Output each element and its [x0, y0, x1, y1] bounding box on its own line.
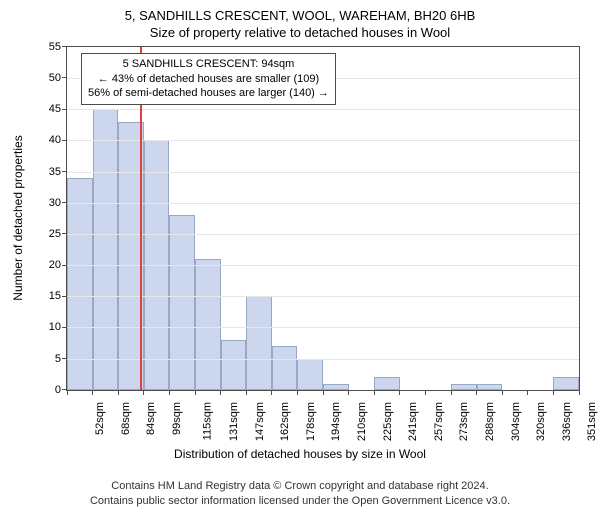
y-tick-mark	[62, 265, 67, 266]
x-tick-label: 68sqm	[120, 402, 132, 435]
annotation-box: 5 SANDHILLS CRESCENT: 94sqm ← 43% of det…	[81, 53, 336, 106]
y-tick-mark	[62, 109, 67, 110]
y-tick-label: 10	[49, 321, 61, 333]
x-tick-mark	[451, 390, 452, 395]
x-tick-mark	[195, 390, 196, 395]
footer-line-2: Contains public sector information licen…	[10, 494, 590, 508]
x-tick-mark	[67, 390, 68, 395]
y-tick-label: 30	[49, 197, 61, 209]
bar	[169, 215, 195, 390]
y-tick-mark	[62, 233, 67, 234]
x-tick-label: 257sqm	[433, 402, 445, 441]
y-tick-mark	[62, 140, 67, 141]
y-tick-label: 40	[49, 134, 61, 146]
x-axis-label: Distribution of detached houses by size …	[10, 447, 590, 461]
bar	[374, 377, 400, 389]
bar	[297, 359, 323, 390]
x-tick-label: 241sqm	[407, 402, 419, 441]
chart-subtitle: Size of property relative to detached ho…	[10, 25, 590, 42]
x-tick-label: 99sqm	[171, 402, 183, 435]
x-tick-mark	[323, 390, 324, 395]
gridline	[67, 234, 579, 235]
x-tick-mark	[553, 390, 554, 395]
gridline	[67, 327, 579, 328]
annotation-line-2: ← 43% of detached houses are smaller (10…	[88, 72, 329, 87]
chart-container: 5, SANDHILLS CRESCENT, WOOL, WAREHAM, BH…	[0, 0, 600, 500]
y-tick-label: 0	[55, 384, 61, 396]
x-tick-label: 225sqm	[382, 402, 394, 441]
y-tick-label: 25	[49, 228, 61, 240]
chart-box: 5 SANDHILLS CRESCENT: 94sqm ← 43% of det…	[66, 46, 580, 391]
x-tick-label: 273sqm	[459, 402, 471, 441]
gridline	[67, 140, 579, 141]
gridline	[67, 172, 579, 173]
gridline	[67, 265, 579, 266]
x-tick-label: 336sqm	[561, 402, 573, 441]
y-tick-mark	[62, 46, 67, 47]
plot-area: Number of detached properties 5 SANDHILL…	[66, 46, 580, 391]
x-tick-mark	[92, 390, 93, 395]
x-tick-label: 147sqm	[254, 402, 266, 441]
bar	[553, 377, 579, 389]
x-tick-mark	[374, 390, 375, 395]
bar	[272, 346, 298, 390]
y-tick-mark	[62, 77, 67, 78]
bar	[323, 384, 349, 390]
bar	[246, 296, 272, 390]
x-tick-label: 320sqm	[535, 402, 547, 441]
gridline	[67, 109, 579, 110]
annotation-line-1: 5 SANDHILLS CRESCENT: 94sqm	[88, 57, 329, 72]
x-tick-mark	[527, 390, 528, 395]
y-tick-label: 5	[55, 353, 61, 365]
footer: Contains HM Land Registry data © Crown c…	[10, 479, 590, 508]
footer-line-1: Contains HM Land Registry data © Crown c…	[10, 479, 590, 494]
x-tick-label: 115sqm	[202, 402, 214, 440]
x-tick-mark	[246, 390, 247, 395]
x-tick-mark	[271, 390, 272, 395]
x-tick-mark	[399, 390, 400, 395]
x-tick-label: 52sqm	[94, 402, 106, 435]
gridline	[67, 296, 579, 297]
y-axis-label: Number of detached properties	[11, 136, 25, 301]
y-tick-label: 55	[49, 41, 61, 53]
chart-title: 5, SANDHILLS CRESCENT, WOOL, WAREHAM, BH…	[10, 8, 590, 25]
x-tick-mark	[169, 390, 170, 395]
x-tick-label: 304sqm	[510, 402, 522, 441]
x-tick-mark	[143, 390, 144, 395]
bar	[477, 384, 503, 390]
y-tick-mark	[62, 296, 67, 297]
x-tick-mark	[220, 390, 221, 395]
x-tick-label: 288sqm	[484, 402, 496, 441]
x-tick-label: 351sqm	[587, 402, 599, 441]
bar	[451, 384, 477, 390]
gridline	[67, 203, 579, 204]
bar	[93, 109, 119, 390]
y-tick-mark	[62, 202, 67, 203]
y-tick-label: 45	[49, 103, 61, 115]
x-tick-label: 210sqm	[356, 402, 368, 441]
y-tick-mark	[62, 327, 67, 328]
annotation-line-3: 56% of semi-detached houses are larger (…	[88, 86, 329, 101]
y-tick-label: 15	[49, 290, 61, 302]
x-tick-mark	[118, 390, 119, 395]
x-tick-label: 84sqm	[145, 402, 157, 435]
x-tick-mark	[579, 390, 580, 395]
x-tick-mark	[297, 390, 298, 395]
x-tick-label: 162sqm	[279, 402, 291, 441]
x-tick-label: 131sqm	[228, 402, 240, 441]
y-tick-mark	[62, 171, 67, 172]
x-tick-mark	[502, 390, 503, 395]
x-tick-mark	[348, 390, 349, 395]
y-tick-label: 20	[49, 259, 61, 271]
bar	[221, 340, 247, 390]
gridline	[67, 359, 579, 360]
x-tick-label: 194sqm	[331, 402, 343, 441]
y-tick-label: 35	[49, 166, 61, 178]
x-tick-label: 178sqm	[305, 402, 317, 441]
x-tick-mark	[425, 390, 426, 395]
y-tick-label: 50	[49, 72, 61, 84]
x-tick-mark	[476, 390, 477, 395]
y-tick-mark	[62, 358, 67, 359]
bar	[195, 259, 221, 390]
